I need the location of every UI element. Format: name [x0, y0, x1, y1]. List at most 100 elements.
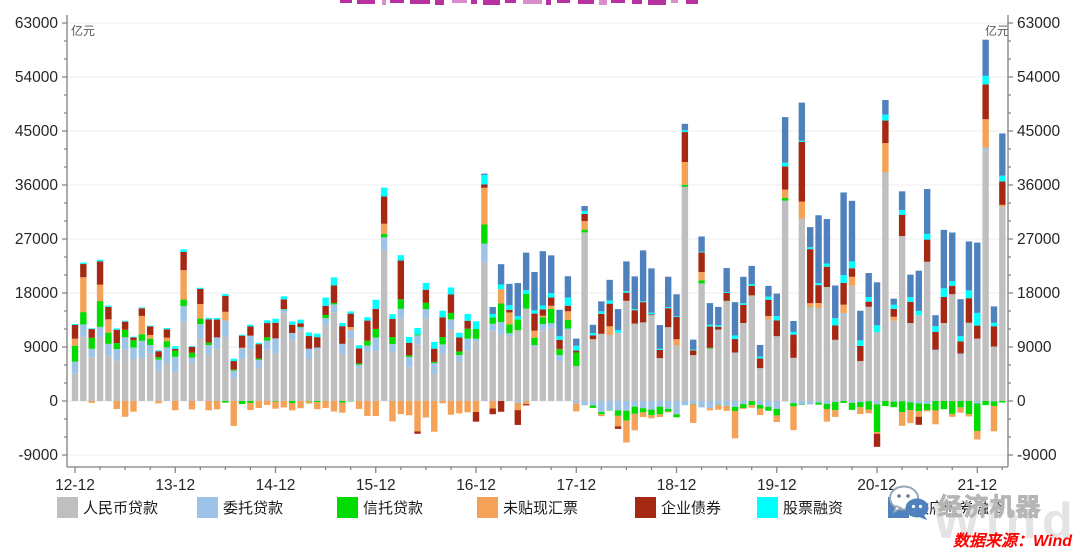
bar-segment: [832, 410, 839, 417]
legend: 人民币贷款 委托贷款 信托贷款 未贴现汇票 企业债券 股票融资 政府债券融资: [0, 497, 1080, 523]
bar-segment: [506, 312, 513, 325]
bar-segment: [598, 333, 605, 401]
bar-segment: [155, 401, 162, 404]
bar-segment: [372, 328, 379, 338]
bar-segment: [263, 349, 271, 401]
bar-segment: [163, 347, 171, 364]
bar-segment: [982, 401, 989, 406]
bar-segment: [773, 336, 780, 401]
bar-segment: [155, 359, 162, 371]
bar-segment: [990, 405, 998, 432]
bar-segment: [497, 264, 505, 285]
legend-swatch: [57, 497, 78, 518]
bar-segment: [272, 318, 279, 323]
bar-segment: [940, 229, 948, 289]
bar-segment: [965, 241, 973, 291]
bar-segment: [347, 330, 354, 338]
bar-segment: [238, 335, 246, 348]
bar-segment: [865, 273, 872, 297]
bar-segment: [364, 317, 371, 321]
bar-segment: [456, 351, 463, 356]
bar-segment: [472, 338, 480, 342]
bar-segment: [857, 340, 864, 346]
bar-segment: [990, 401, 998, 406]
bar-segment: [372, 308, 379, 329]
bar-segment: [263, 323, 271, 338]
bar-segment: [222, 294, 229, 297]
bar-segment: [664, 408, 672, 412]
bar-segment: [314, 401, 321, 403]
bar-segment: [447, 319, 455, 329]
bar-segment: [832, 285, 839, 319]
bar-segment: [982, 84, 989, 120]
bar-segment: [740, 401, 747, 405]
bar-segment: [439, 310, 446, 318]
bar-segment: [698, 252, 705, 273]
bar-segment: [497, 303, 505, 323]
bar-segment: [639, 302, 647, 323]
bar-segment: [289, 324, 296, 333]
bar-segment: [88, 337, 95, 349]
bar-segment: [113, 401, 120, 410]
bar-segment: [923, 403, 931, 411]
bar-segment: [347, 338, 354, 401]
bar-segment: [514, 410, 521, 425]
bar-segment: [213, 319, 221, 338]
bar-segment: [756, 401, 764, 405]
bar-segment: [639, 408, 647, 413]
bar-segment: [163, 363, 171, 401]
bar-segment: [138, 334, 146, 341]
bar-segment: [548, 305, 555, 309]
bar-segment: [631, 310, 638, 324]
clipped-title-fragment: [523, 0, 542, 4]
bar-segment: [648, 409, 655, 416]
bar-segment: [464, 328, 471, 339]
bar-segment: [807, 401, 814, 405]
bar-segment: [890, 401, 897, 402]
bar-segment: [798, 140, 806, 142]
bar-segment: [898, 214, 906, 236]
bar-segment: [589, 339, 597, 401]
bar-segment: [138, 308, 146, 316]
bar-segment: [940, 288, 948, 297]
bar-segment: [773, 320, 780, 337]
bar-segment: [706, 326, 714, 348]
bar-segment: [756, 405, 764, 409]
legend-label: 未贴现汇票: [503, 500, 579, 517]
bar-segment: [247, 335, 254, 350]
bar-segment: [389, 352, 396, 401]
bar-segment: [364, 345, 371, 351]
bar-segment: [765, 296, 772, 300]
bar-segment: [932, 401, 939, 411]
bar-segment: [790, 331, 797, 335]
y-tick-label: 18000: [15, 285, 58, 302]
bar-segment: [614, 401, 622, 411]
bar-segment: [639, 401, 647, 409]
bar-segment: [439, 353, 446, 401]
bar-segment: [197, 338, 204, 401]
bar-segment: [940, 322, 948, 324]
bars: [71, 39, 1006, 447]
bar-segment: [531, 330, 538, 338]
clipped-title-fragment: [452, 0, 467, 3]
bar-segment: [957, 407, 964, 413]
bar-segment: [815, 402, 822, 405]
legend-label: 人民币贷款: [83, 500, 159, 517]
bar-segment: [355, 401, 363, 409]
bar-segment: [531, 346, 538, 401]
bar-segment: [614, 309, 622, 330]
bar-segment: [648, 314, 655, 316]
bar-segment: [522, 401, 530, 405]
bar-segment: [773, 293, 780, 317]
bar-segment: [71, 323, 79, 325]
bar-segment: [773, 415, 780, 422]
bar-segment: [230, 369, 237, 371]
bar-segment: [497, 289, 505, 304]
bar-segment: [497, 401, 505, 412]
x-tick-label: 19-12: [757, 477, 797, 494]
bar-segment: [581, 401, 588, 406]
bar-segment: [798, 201, 806, 219]
bar-segment: [130, 340, 137, 348]
bar-segment: [255, 358, 262, 360]
bar-segment: [589, 405, 597, 408]
